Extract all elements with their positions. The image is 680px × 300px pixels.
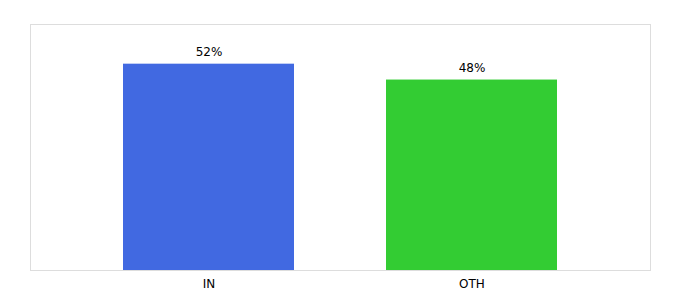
svg-text:52%: 52%: [196, 45, 223, 59]
svg-text:IN: IN: [203, 277, 216, 291]
svg-text:OTH: OTH: [459, 277, 485, 291]
svg-text:48%: 48%: [459, 61, 486, 75]
